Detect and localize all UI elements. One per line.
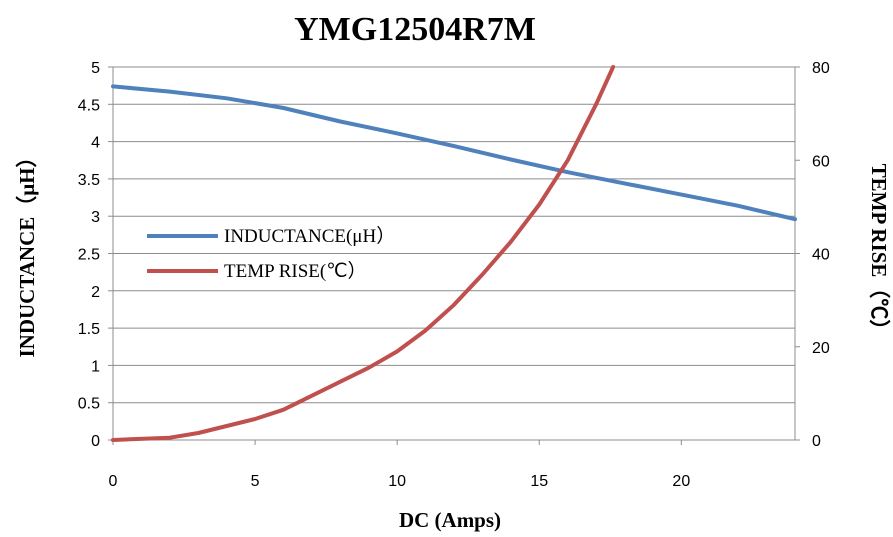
x-tick-label: 0 [109, 473, 118, 490]
y-tick-label: 3 [91, 209, 100, 226]
y2-tick-label: 60 [812, 153, 830, 170]
y-axis-ticks: 0 0.5 1 1.5 2 2.5 3 3.5 4 4.5 5 [78, 60, 113, 450]
legend: INDUCTANCE(μH） TEMP RISE(℃） [147, 225, 395, 282]
x-tick-label: 20 [672, 473, 690, 490]
y-tick-label: 2 [91, 284, 100, 301]
y2-axis-title: TEMP RISE（℃） [867, 164, 891, 341]
grid-lines [113, 66, 795, 441]
legend-label-temp-rise: TEMP RISE(℃） [224, 260, 367, 282]
y-tick-label: 1.5 [78, 321, 100, 338]
chart-title: YMG12504R7M [294, 11, 536, 48]
y-tick-label: 2.5 [78, 247, 100, 264]
y-tick-label: 0 [91, 433, 100, 450]
x-tick-label: 10 [388, 473, 406, 490]
series-lines [111, 65, 797, 442]
inductance-series-line [111, 84, 797, 222]
x-tick-label: 15 [530, 473, 548, 490]
legend-label-inductance: INDUCTANCE(μH） [224, 225, 395, 247]
x-axis-title: DC (Amps) [399, 508, 501, 532]
y2-tick-label: 0 [812, 433, 821, 450]
x-axis-ticks: 0 5 10 15 20 [109, 440, 690, 490]
y-tick-label: 5 [91, 60, 100, 77]
x-tick-label: 5 [251, 473, 260, 490]
y-tick-label: 4 [91, 135, 100, 152]
y-tick-label: 0.5 [78, 396, 100, 413]
y2-tick-label: 20 [812, 340, 830, 357]
y-tick-label: 4.5 [78, 97, 100, 114]
y2-tick-label: 40 [812, 247, 830, 264]
y2-axis-ticks: 0 20 40 60 80 [795, 60, 830, 450]
y2-tick-label: 80 [812, 60, 830, 77]
y-axis-title: INDUCTANCE（μH） [15, 146, 39, 357]
y-tick-label: 1 [91, 358, 100, 375]
temp-rise-series-line [111, 65, 616, 442]
y-tick-label: 3.5 [78, 172, 100, 189]
